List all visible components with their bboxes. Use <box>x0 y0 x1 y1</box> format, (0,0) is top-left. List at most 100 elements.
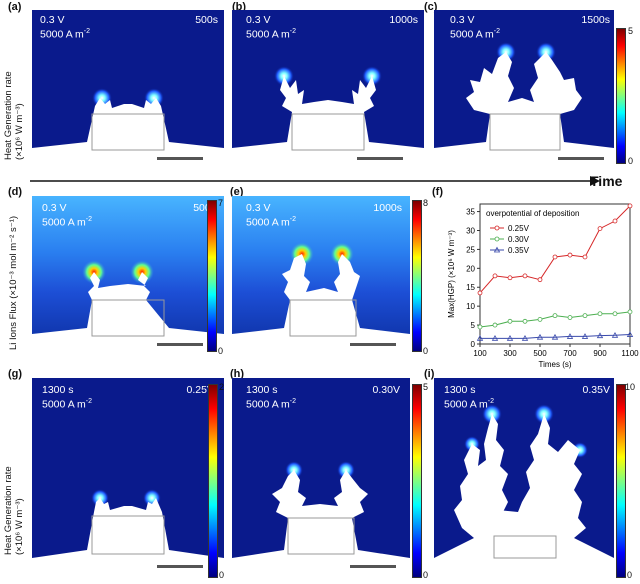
legend-label: 0.35V <box>508 246 530 255</box>
data-point <box>582 254 588 260</box>
panel-c-plot: 0.3 V 5000 A m-2 1500s <box>434 10 614 170</box>
data-point <box>566 333 574 339</box>
panel-c-current: 5000 A m-2 <box>450 28 501 41</box>
panel-b-geometry <box>232 66 424 170</box>
panel-c-time: 1500s <box>581 14 610 26</box>
data-point <box>492 273 498 279</box>
x-tick-label: 100 <box>473 349 487 358</box>
x-axis-label: Times (s) <box>538 360 571 369</box>
legend-title: overpotential of deposition <box>486 209 579 218</box>
panel-label-h: (h) <box>230 368 245 380</box>
colorbar-i-min: 0 <box>627 570 633 580</box>
y-tick-label: 25 <box>466 245 475 254</box>
panel-d-current: 5000 A m-2 <box>42 216 93 229</box>
colorbar-c-min: 0 <box>628 156 634 166</box>
panel-g-voltage: 0.25V <box>186 384 214 396</box>
data-point <box>491 335 499 341</box>
panel-d-geometry <box>32 260 224 356</box>
x-tick-label: 500 <box>533 349 547 358</box>
colorbar-h-min: 0 <box>423 570 429 580</box>
data-point <box>597 311 603 317</box>
panel-a-plot: 0.3 V 5000 A m-2 500s <box>32 10 224 170</box>
x-tick-label: 1100 <box>621 349 639 358</box>
panel-c-voltage: 0.3 V <box>450 14 475 26</box>
x-tick-label: 900 <box>593 349 607 358</box>
panel-h-geometry <box>232 461 410 578</box>
panel-label-i: (i) <box>424 368 435 380</box>
panel-g-plot: 1300 s 5000 A m-2 0.25V <box>32 378 224 578</box>
panel-h-voltage: 0.30V <box>372 384 400 396</box>
panel-d-plot: 0.3 V 5000 A m-2 500s <box>32 196 224 356</box>
data-point <box>537 277 543 283</box>
panel-h-current: 5000 A m-2 <box>246 398 297 411</box>
y-tick-label: 5 <box>471 321 476 330</box>
panel-label-d: (d) <box>8 186 23 198</box>
colorbar-e-min: 0 <box>423 346 429 356</box>
colorbar-d <box>207 200 217 352</box>
colorbar-g <box>208 384 218 578</box>
panel-a-time: 500s <box>195 14 218 26</box>
panel-b-voltage: 0.3 V <box>246 14 271 26</box>
data-point <box>522 318 528 324</box>
data-point <box>551 333 559 340</box>
panel-label-g: (g) <box>8 368 23 380</box>
colorbar-c-max: 5 <box>628 26 634 36</box>
panel-label-e: (e) <box>230 186 244 198</box>
legend-marker <box>494 225 500 231</box>
y-axis-label-bot: Heat Generation rate (×10⁶ W m⁻³) <box>3 466 25 555</box>
data-point <box>612 218 618 224</box>
data-point <box>567 315 573 320</box>
colorbar-d-min: 0 <box>218 346 224 356</box>
data-point <box>552 254 558 260</box>
legend-label: 0.25V <box>508 224 530 233</box>
panel-c-geometry <box>434 42 614 170</box>
y-axis-label-mid: Li Ions Flux (×10⁻³ mol m⁻² s⁻¹) <box>8 215 19 350</box>
colorbar-d-max: 7 <box>218 198 224 208</box>
panel-g-current: 5000 A m-2 <box>42 398 93 411</box>
panel-b-time: 1000s <box>389 14 418 26</box>
data-point <box>477 324 483 330</box>
colorbar-g-max: 2 <box>219 382 225 392</box>
legend-marker <box>494 236 500 242</box>
panel-e-voltage: 0.3 V <box>246 202 271 214</box>
panel-e-time: 1000s <box>373 202 402 214</box>
scale-bar <box>157 157 203 160</box>
panel-h-time: 1300 s <box>246 384 278 396</box>
legend-label: 0.30V <box>508 235 530 244</box>
data-point <box>476 335 484 341</box>
y-tick-label: 30 <box>466 226 475 235</box>
panel-b-current: 5000 A m-2 <box>246 28 297 41</box>
y-tick-label: 15 <box>466 283 475 292</box>
panel-a-voltage: 0.3 V <box>40 14 65 26</box>
x-tick-label: 700 <box>563 349 577 358</box>
colorbar-e <box>412 200 422 352</box>
y-tick-label: 20 <box>466 264 475 273</box>
data-point <box>612 311 618 317</box>
colorbar-h-max: 5 <box>423 382 429 392</box>
panel-i-time: 1300 s <box>444 384 476 396</box>
time-arrow <box>30 174 600 193</box>
panel-h-plot: 1300 s 5000 A m-2 0.30V <box>232 378 410 578</box>
data-point <box>552 313 558 319</box>
colorbar-i <box>616 384 626 578</box>
legend-marker <box>493 246 501 253</box>
data-point <box>581 333 589 339</box>
colorbar-g-min: 0 <box>219 570 225 580</box>
series-line-0.35V <box>480 334 631 339</box>
panel-i-geometry <box>434 404 614 578</box>
data-point <box>492 322 498 328</box>
chart-plot-area <box>479 203 631 345</box>
panel-a-current: 5000 A m-2 <box>40 28 91 41</box>
y-axis-label-top: Heat Generation rate (×10⁶ W m⁻³) <box>3 71 25 160</box>
data-point <box>597 226 603 231</box>
y-tick-label: 35 <box>466 208 475 217</box>
panel-label-a: (a) <box>8 1 22 13</box>
colorbar-e-max: 8 <box>423 198 429 208</box>
y-axis-label: Max(HGP) (×10⁶ W m⁻³) <box>447 230 456 318</box>
time-label: Time <box>590 173 623 189</box>
data-point <box>627 309 633 315</box>
panel-i-plot: 1300 s 5000 A m-2 0.35V <box>434 378 614 578</box>
data-point <box>477 290 483 296</box>
panel-label-f: (f) <box>432 186 443 198</box>
panel-e-current: 5000 A m-2 <box>246 216 297 229</box>
